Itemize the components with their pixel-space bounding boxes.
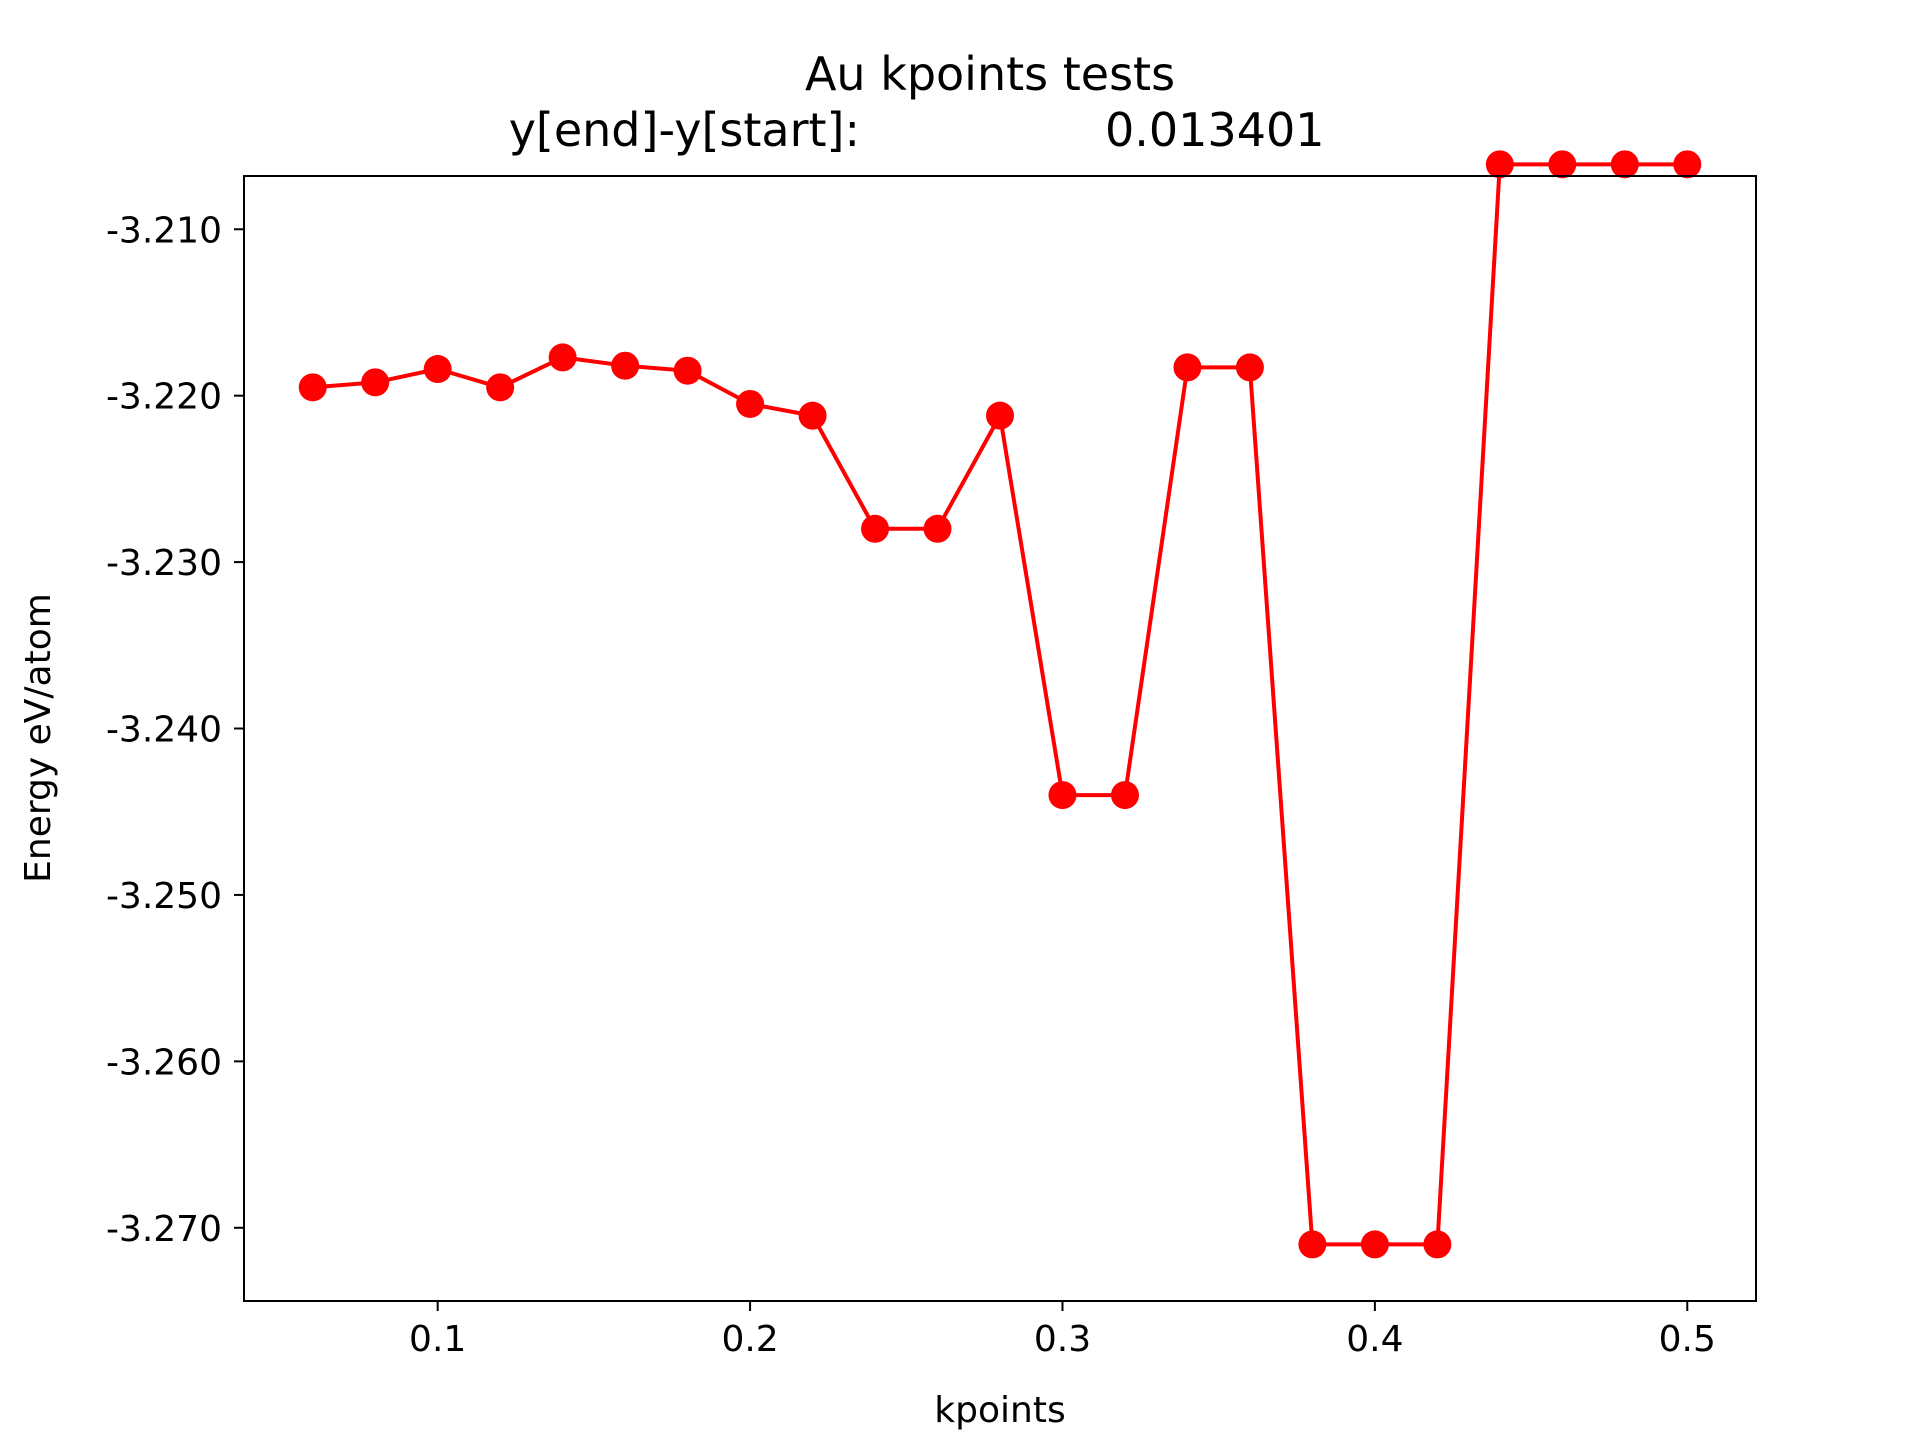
- data-point: [923, 514, 952, 543]
- data-point: [298, 373, 327, 402]
- data-point: [1423, 1230, 1452, 1259]
- y-tick-label: -3.260: [106, 1042, 222, 1083]
- x-tick-label: 0.1: [409, 1319, 466, 1360]
- x-tick-label: 0.2: [721, 1319, 778, 1360]
- data-point: [798, 401, 827, 430]
- y-tick-label: -3.240: [106, 710, 222, 751]
- data-point: [1610, 150, 1639, 179]
- data-point: [611, 351, 640, 380]
- data-point: [736, 389, 765, 418]
- data-point: [1360, 1230, 1389, 1259]
- y-tick-label: -3.210: [106, 210, 222, 251]
- data-point: [423, 355, 452, 384]
- y-tick-label: -3.220: [106, 377, 222, 418]
- x-tick-label: 0.5: [1659, 1319, 1716, 1360]
- y-axis-label: Energy eV/atom: [18, 593, 59, 883]
- x-axis-label: kpoints: [934, 1390, 1065, 1431]
- data-point: [1298, 1230, 1327, 1259]
- data-point: [1673, 150, 1702, 179]
- data-point: [486, 373, 515, 402]
- data-point: [548, 343, 577, 372]
- y-tick-label: -3.250: [106, 876, 222, 917]
- y-tick-label: -3.270: [106, 1209, 222, 1250]
- data-point: [1235, 353, 1264, 382]
- data-point: [986, 401, 1014, 430]
- chart-subtitle-value: 0.013401: [1105, 103, 1325, 157]
- series-line: [312, 162, 1688, 1247]
- chart-subtitle-label: y[end]-y[start]:: [509, 103, 860, 157]
- plot-frame: [243, 175, 1757, 1302]
- data-point: [1110, 781, 1139, 810]
- data-point: [1485, 150, 1514, 179]
- data-point: [1048, 781, 1077, 810]
- data-point: [1173, 353, 1202, 382]
- data-point: [673, 356, 702, 385]
- data-point: [1548, 150, 1577, 179]
- data-point: [361, 368, 390, 397]
- chart-title: Au kpoints tests: [805, 47, 1175, 101]
- x-tick-label: 0.4: [1346, 1319, 1403, 1360]
- x-tick-label: 0.3: [1034, 1319, 1091, 1360]
- y-tick-label: -3.230: [106, 543, 222, 584]
- data-point: [861, 514, 890, 543]
